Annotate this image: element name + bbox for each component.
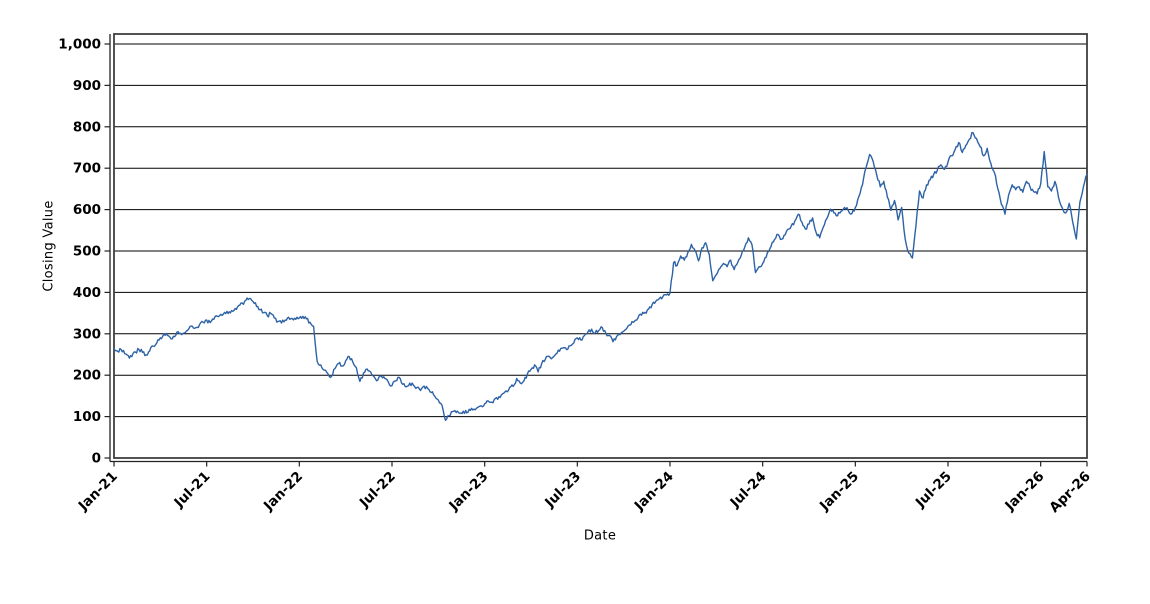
series-line (113, 131, 1088, 421)
y-tick-label: 600 (73, 202, 101, 218)
y-tick-label: 800 (73, 119, 101, 135)
y-tick-label: 200 (73, 368, 101, 384)
x-tick-label: Jan-21 (75, 469, 121, 515)
x-tick-label: Apr-26 (1046, 469, 1093, 516)
plot-border (113, 33, 1088, 459)
x-tick-label: Jan-22 (260, 469, 306, 515)
y-tick-label: 0 (92, 451, 101, 467)
y-tick-label: 400 (73, 285, 101, 301)
x-tick-label: Jan-26 (1001, 469, 1047, 515)
x-tick-label: Jan-25 (816, 469, 862, 515)
x-tick-label: Jul-21 (171, 469, 214, 512)
x-axis-title: Date (583, 528, 617, 544)
y-tick-label: 500 (73, 244, 101, 260)
y-tick-label: 100 (73, 409, 101, 425)
x-tick-label: Jul-24 (727, 469, 770, 512)
y-tick-label: 700 (73, 161, 101, 177)
y-axis-title: Closing Value (41, 200, 57, 292)
y-tick-label: 1,000 (58, 37, 101, 53)
x-tick-label: Jul-22 (356, 469, 399, 512)
x-tick-label: Jan-24 (631, 469, 677, 515)
x-tick-label: Jul-25 (912, 469, 955, 512)
x-tick-label: Jan-23 (445, 469, 491, 515)
x-tick-label: Jul-23 (541, 469, 584, 512)
y-tick-label: 900 (73, 78, 101, 94)
y-tick-label: 300 (73, 326, 101, 342)
